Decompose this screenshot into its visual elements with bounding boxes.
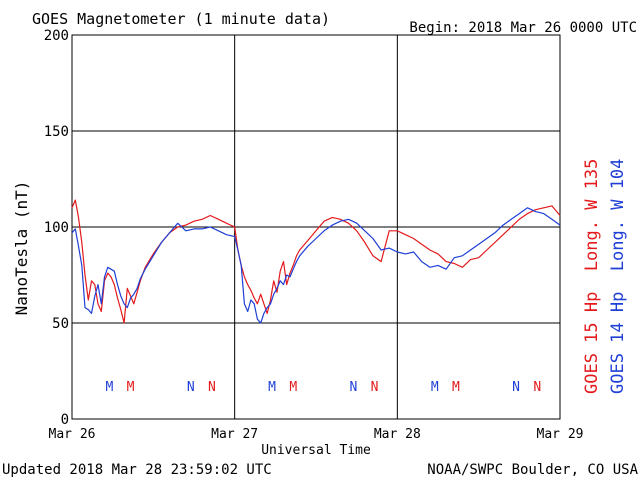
midnight-marker: M	[268, 380, 276, 395]
midnight-marker: M	[289, 380, 297, 395]
y-tick-label: 0	[61, 412, 69, 428]
series-line-goes15	[71, 199, 561, 324]
chart-title: GOES Magnetometer (1 minute data)	[32, 10, 330, 28]
noon-marker: N	[349, 380, 357, 395]
y-tick-label: 100	[44, 220, 69, 236]
x-tick-label: Mar 28	[374, 427, 421, 442]
noon-marker: N	[371, 380, 379, 395]
midnight-marker: M	[431, 380, 439, 395]
y-tick-label: 150	[44, 124, 69, 140]
y-axis-label: NanoTesla (nT)	[12, 181, 31, 316]
midnight-marker: M	[127, 380, 135, 395]
y-tick-label: 50	[52, 316, 69, 332]
x-tick-label: Mar 29	[537, 427, 584, 442]
x-tick-label: Mar 27	[211, 427, 258, 442]
series-line-goes14	[71, 207, 561, 324]
noon-marker: N	[533, 380, 541, 395]
midnight-marker: M	[452, 380, 460, 395]
noon-marker: N	[208, 380, 216, 395]
x-tick-label: Mar 26	[49, 427, 96, 442]
legend-goes15: GOES 15 Hp Long. W 135	[582, 159, 602, 394]
midnight-marker: M	[105, 380, 113, 395]
footer-updated: Updated 2018 Mar 28 23:59:02 UTC	[2, 462, 272, 478]
noon-marker: N	[512, 380, 520, 395]
y-tick-label: 200	[44, 28, 69, 44]
legend-goes14: GOES 14 Hp Long. W 104	[608, 159, 628, 394]
x-axis-label: Universal Time	[261, 443, 371, 458]
footer-credit: NOAA/SWPC Boulder, CO USA	[427, 462, 638, 478]
begin-label: Begin: 2018 Mar 26 0000 UTC	[409, 20, 637, 36]
noon-marker: N	[187, 380, 195, 395]
